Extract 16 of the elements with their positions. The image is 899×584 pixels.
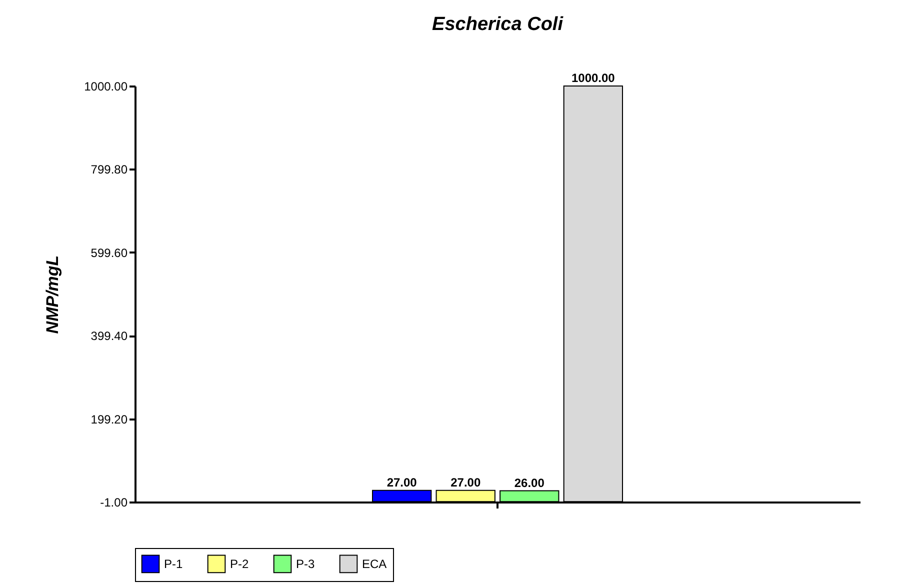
legend-label: P-3 <box>296 556 315 571</box>
y-tick-label: 1000.00 <box>84 80 128 94</box>
chart-title: Escherica Coli <box>432 14 564 35</box>
y-tick-label: -1.00 <box>100 496 128 510</box>
legend-label: ECA <box>362 556 387 571</box>
data-label: 26.00 <box>514 476 545 490</box>
y-tick-label: 599.60 <box>90 246 128 260</box>
data-label: 1000.00 <box>571 71 616 85</box>
y-tick-label: 399.40 <box>90 329 128 344</box>
data-label: 27.00 <box>386 475 418 490</box>
legend-label: P-1 <box>164 556 183 571</box>
y-axis-title: NMP/mgL <box>43 255 62 334</box>
legend-label: P-2 <box>230 556 249 571</box>
y-tick-label: 199.20 <box>90 412 128 426</box>
data-label: 27.00 <box>450 475 481 490</box>
y-tick-label: 799.80 <box>90 162 128 177</box>
